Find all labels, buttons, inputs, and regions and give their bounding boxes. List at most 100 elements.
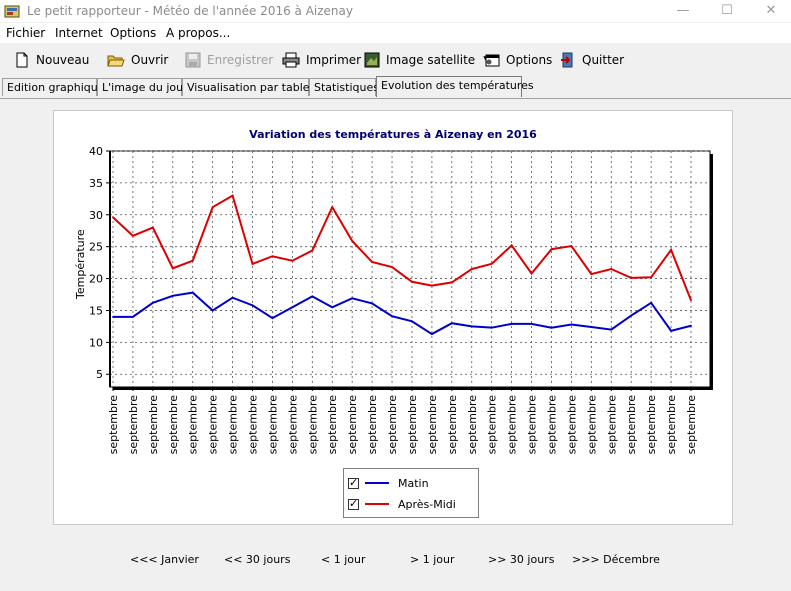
chart-legend: Matin Après-Midi	[343, 468, 479, 518]
x-tick-label: 22 septembre	[526, 395, 539, 456]
data-point	[490, 326, 493, 329]
data-point	[371, 261, 374, 263]
x-tick-label: 19 septembre	[466, 395, 479, 456]
window-title: Le petit rapporteur - Météo de l'année 2…	[27, 4, 353, 18]
data-point	[430, 333, 433, 335]
chart-title: Variation des températures à Aizenay en …	[249, 128, 537, 141]
tab-visualisation-tableau[interactable]: Visualisation par tableau	[182, 78, 323, 96]
data-point	[251, 304, 254, 307]
data-point	[550, 326, 553, 329]
nouveau-button[interactable]: Nouveau	[14, 50, 89, 70]
data-point	[450, 281, 453, 284]
plot-area	[109, 150, 711, 388]
data-point	[311, 295, 314, 298]
data-point	[371, 302, 374, 305]
nav-plus-1-day-button[interactable]: > 1 jour	[410, 553, 455, 566]
data-point	[690, 324, 692, 327]
imprimer-button[interactable]: Imprimer	[282, 50, 361, 70]
data-point	[391, 315, 393, 318]
x-tick-label: 28 septembre	[645, 395, 658, 456]
series-line-matin	[113, 291, 692, 336]
tab-image-du-jour[interactable]: L'image du jour	[97, 78, 188, 96]
matin-checkbox[interactable]	[348, 476, 359, 489]
x-tick-label: 15 septembre	[386, 395, 399, 456]
menu-options[interactable]: Options	[110, 26, 157, 40]
data-point	[112, 315, 114, 318]
data-point	[670, 329, 672, 332]
legend-item-apres-midi[interactable]: Après-Midi	[348, 497, 456, 511]
enregistrer-button[interactable]: Enregistrer	[185, 50, 273, 70]
x-tick-label: 9 septembre	[266, 395, 279, 456]
image-satellite-label: Image satellite	[386, 53, 476, 67]
tab-evolution-temperatures[interactable]: Evolution des températures	[376, 76, 534, 97]
data-point	[391, 266, 393, 268]
data-point	[151, 226, 154, 229]
data-point	[351, 297, 354, 300]
new-file-icon	[16, 52, 28, 68]
data-point	[271, 317, 274, 320]
temperature-chart: 5 10 15 20 25 30 35 40 1 septembre 2 septembre 3 s…	[89, 145, 713, 456]
open-folder-icon	[107, 55, 125, 67]
apres-midi-checkbox[interactable]	[348, 497, 359, 510]
x-tick-label: 23 septembre	[545, 395, 558, 456]
data-point	[191, 259, 194, 262]
printer-icon	[282, 52, 300, 68]
menu-fichier[interactable]: Fichier	[6, 26, 46, 40]
data-point	[112, 216, 114, 219]
data-point	[670, 248, 672, 251]
title-bar: Le petit rapporteur - Météo de l'année 2…	[0, 0, 791, 22]
data-point	[570, 323, 573, 326]
options-button[interactable]: Options	[484, 50, 552, 70]
close-button[interactable]: ✕	[765, 3, 777, 18]
maximize-button[interactable]: ☐	[721, 3, 733, 18]
x-tick-label: 24 septembre	[565, 395, 578, 456]
y-tick-label: 15	[89, 304, 103, 317]
menu-bar: Fichier Internet Options A propos...	[0, 23, 791, 43]
nav-decembre-button[interactable]: >>> Décembre	[572, 553, 660, 566]
y-tick-label: 40	[89, 145, 103, 158]
nav-plus-30-days-button[interactable]: >> 30 jours	[488, 553, 555, 566]
menu-internet[interactable]: Internet	[55, 26, 103, 40]
nav-minus-1-day-button[interactable]: < 1 jour	[321, 553, 366, 566]
x-tick-label: 21 septembre	[506, 395, 519, 456]
image-satellite-button[interactable]: Image satellite ▼	[364, 50, 490, 70]
data-point	[590, 326, 593, 328]
tab-edition-graphique[interactable]: Edition graphique	[2, 78, 105, 96]
data-point	[211, 309, 214, 312]
legend-item-matin[interactable]: Matin	[348, 476, 429, 490]
x-tick-label: 5 septembre	[187, 395, 200, 456]
data-point	[610, 328, 613, 331]
legend-label-matin: Matin	[398, 476, 429, 490]
x-tick-label: 26 septembre	[605, 395, 618, 456]
tab-statistiques[interactable]: Statistiques	[309, 78, 379, 96]
nav-minus-30-days-button[interactable]: << 30 jours	[224, 553, 291, 566]
data-point	[132, 234, 134, 237]
app-icon	[4, 5, 20, 18]
data-point	[450, 322, 453, 325]
y-tick-label: 20	[89, 273, 103, 286]
x-tick-label: 13 septembre	[346, 395, 359, 456]
data-point	[291, 259, 294, 262]
x-tick-label: 18 septembre	[446, 395, 459, 456]
x-tick-label: 2 septembre	[127, 395, 140, 456]
data-point	[151, 301, 154, 304]
x-tick-label: 11 septembre	[306, 395, 319, 456]
data-point	[251, 262, 254, 265]
ouvrir-button[interactable]: Ouvrir	[107, 50, 168, 70]
quitter-button[interactable]: Quitter	[560, 50, 624, 70]
y-tick-label: 5	[96, 368, 103, 381]
x-tick-label: 17 septembre	[426, 395, 439, 456]
legend-label-apres-midi: Après-Midi	[398, 497, 456, 511]
minimize-button[interactable]: —	[676, 3, 690, 18]
nav-janvier-button[interactable]: <<< Janvier	[130, 553, 199, 566]
x-tick-label: 10 septembre	[286, 395, 299, 456]
tab-strip: Edition graphique L'image du jour Visual…	[0, 76, 791, 98]
menu-a-propos[interactable]: A propos...	[166, 26, 231, 40]
x-tick-label: 27 septembre	[625, 395, 638, 456]
data-point	[411, 320, 413, 323]
data-point	[411, 280, 413, 283]
data-point	[470, 325, 473, 328]
data-point	[171, 267, 174, 270]
data-point	[351, 240, 354, 242]
data-point	[650, 301, 653, 304]
